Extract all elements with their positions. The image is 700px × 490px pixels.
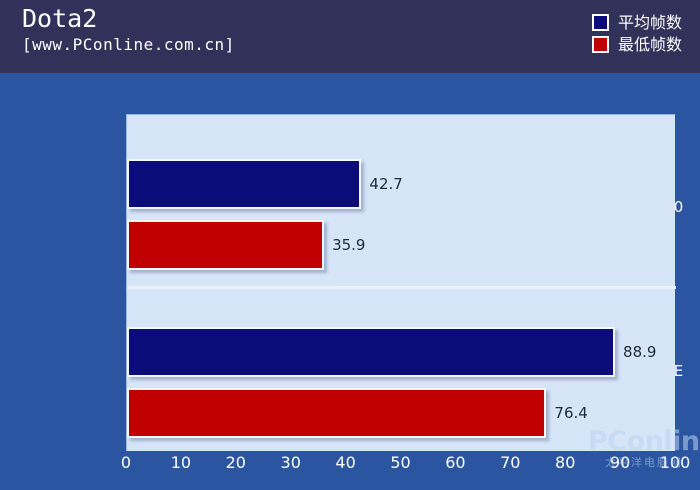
bar-minimum-fps-athlon-200ge xyxy=(127,388,547,438)
category-band-divider xyxy=(127,286,676,289)
value-label-minimum-fps-athlon-200ge: 76.4 xyxy=(554,404,588,422)
value-label-minimum-fps-pentium-g4560: 35.9 xyxy=(332,236,366,254)
chart-header: Dota2 [www.PConline.com.cn] 平均帧数 最低帧数 xyxy=(0,0,700,73)
legend-item-average-fps: 平均帧数 xyxy=(591,13,682,32)
x-axis-tick-90: 90 xyxy=(609,453,631,472)
x-axis-tick-0: 0 xyxy=(120,453,132,472)
bar-average-fps-athlon-200ge xyxy=(127,327,616,377)
bar-minimum-fps-pentium-g4560 xyxy=(127,220,325,270)
x-axis-tick-30: 30 xyxy=(280,453,301,472)
x-axis-tick-40: 40 xyxy=(335,453,356,472)
page-title: Dota2 xyxy=(22,4,98,33)
value-label-average-fps-pentium-g4560: 42.7 xyxy=(369,175,403,193)
x-axis-tick-80: 80 xyxy=(555,453,576,472)
legend-swatch-average-fps xyxy=(591,14,609,31)
source-url-label: [www.PConline.com.cn] xyxy=(22,35,235,54)
x-axis-tick-60: 60 xyxy=(445,453,466,472)
x-axis-tick-50: 50 xyxy=(390,453,411,472)
plot-area: 42.7 35.9 88.9 76.4 xyxy=(126,114,676,451)
legend-item-minimum-fps: 最低帧数 xyxy=(591,35,682,54)
legend-swatch-minimum-fps xyxy=(591,36,609,53)
value-label-average-fps-athlon-200ge: 88.9 xyxy=(623,343,657,361)
x-axis: 0 10 20 30 40 50 60 70 80 90 100 xyxy=(121,452,690,482)
legend-label-average-fps: 平均帧数 xyxy=(617,13,682,32)
x-axis-tick-100: 100 xyxy=(659,453,691,472)
x-axis-tick-70: 70 xyxy=(500,453,521,472)
title-block: Dota2 [www.PConline.com.cn] xyxy=(22,4,235,56)
x-axis-tick-20: 20 xyxy=(225,453,246,472)
chart-legend: 平均帧数 最低帧数 xyxy=(591,13,682,54)
bar-average-fps-pentium-g4560 xyxy=(127,159,362,209)
legend-label-minimum-fps: 最低帧数 xyxy=(617,35,682,54)
x-axis-tick-10: 10 xyxy=(170,453,192,472)
